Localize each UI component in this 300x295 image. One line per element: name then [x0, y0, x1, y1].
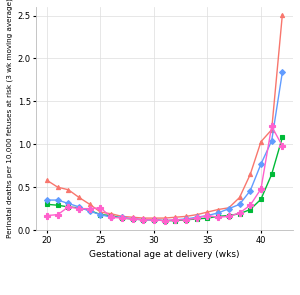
Underweight	[131, 217, 134, 221]
Underweight	[67, 205, 70, 209]
Overweight	[195, 215, 199, 219]
Overweight	[99, 213, 102, 217]
Underweight	[174, 218, 177, 222]
Overweight	[259, 162, 263, 166]
Line: Obese: Obese	[45, 13, 284, 220]
Obese	[195, 213, 199, 217]
Obese	[184, 214, 188, 218]
Normal BMI	[56, 204, 59, 207]
Normal BMI	[88, 209, 92, 212]
Underweight	[142, 218, 145, 222]
Underweight	[184, 218, 188, 222]
Underweight	[56, 213, 59, 217]
Obese	[227, 206, 231, 209]
Obese	[45, 178, 49, 182]
Normal BMI	[131, 217, 134, 221]
Underweight	[163, 219, 166, 222]
Overweight	[110, 215, 113, 219]
Underweight	[45, 214, 49, 217]
Underweight	[270, 124, 274, 128]
Obese	[216, 208, 220, 211]
Obese	[110, 212, 113, 216]
Normal BMI	[67, 205, 70, 209]
Normal BMI	[110, 214, 113, 217]
Overweight	[67, 202, 70, 205]
Underweight	[77, 207, 81, 210]
Normal BMI	[77, 206, 81, 209]
Underweight	[206, 214, 209, 217]
Underweight	[99, 206, 102, 209]
Overweight	[131, 217, 134, 221]
Obese	[77, 196, 81, 199]
Obese	[238, 196, 242, 199]
Normal BMI	[99, 213, 102, 217]
Overweight	[120, 215, 124, 219]
Obese	[120, 214, 124, 218]
Underweight	[248, 204, 252, 207]
Overweight	[216, 211, 220, 215]
Underweight	[259, 187, 263, 191]
Obese	[280, 13, 284, 17]
Overweight	[206, 214, 209, 217]
Normal BMI	[248, 208, 252, 211]
Obese	[99, 210, 102, 214]
Obese	[67, 188, 70, 191]
Underweight	[238, 211, 242, 215]
X-axis label: Gestational age at delivery (wks): Gestational age at delivery (wks)	[89, 250, 240, 259]
Obese	[259, 140, 263, 143]
Underweight	[227, 214, 231, 218]
Normal BMI	[152, 218, 156, 222]
Normal BMI	[174, 219, 177, 222]
Obese	[56, 186, 59, 189]
Overweight	[184, 217, 188, 221]
Normal BMI	[227, 214, 231, 217]
Normal BMI	[280, 136, 284, 139]
Overweight	[163, 219, 166, 222]
Obese	[142, 216, 145, 220]
Line: Underweight: Underweight	[44, 124, 285, 223]
Line: Overweight: Overweight	[45, 70, 284, 223]
Overweight	[56, 198, 59, 202]
Overweight	[45, 198, 49, 202]
Underweight	[120, 216, 124, 220]
Overweight	[248, 189, 252, 192]
Overweight	[152, 218, 156, 222]
Normal BMI	[195, 217, 199, 221]
Obese	[88, 203, 92, 206]
Obese	[206, 210, 209, 214]
Obese	[248, 173, 252, 176]
Overweight	[174, 218, 177, 222]
Obese	[152, 216, 156, 220]
Overweight	[280, 71, 284, 74]
Line: Normal BMI: Normal BMI	[45, 135, 284, 223]
Obese	[174, 215, 177, 219]
Obese	[131, 215, 134, 219]
Overweight	[227, 207, 231, 210]
Normal BMI	[238, 212, 242, 216]
Obese	[270, 128, 274, 132]
Overweight	[270, 139, 274, 142]
Underweight	[195, 216, 199, 220]
Normal BMI	[184, 218, 188, 222]
Overweight	[238, 203, 242, 206]
Normal BMI	[45, 203, 49, 206]
Normal BMI	[142, 218, 145, 222]
Underweight	[88, 207, 92, 210]
Normal BMI	[206, 216, 209, 220]
Underweight	[280, 144, 284, 148]
Normal BMI	[163, 219, 166, 222]
Overweight	[142, 218, 145, 222]
Normal BMI	[120, 216, 124, 220]
Normal BMI	[259, 197, 263, 201]
Underweight	[152, 218, 156, 222]
Obese	[163, 216, 166, 220]
Normal BMI	[270, 173, 274, 176]
Underweight	[216, 215, 220, 219]
Normal BMI	[216, 214, 220, 218]
Y-axis label: Perinatal deaths per 10,000 fetuses at risk (3 wk moving average): Perinatal deaths per 10,000 fetuses at r…	[7, 0, 14, 238]
Underweight	[110, 215, 113, 219]
Overweight	[88, 209, 92, 213]
Overweight	[77, 205, 81, 209]
